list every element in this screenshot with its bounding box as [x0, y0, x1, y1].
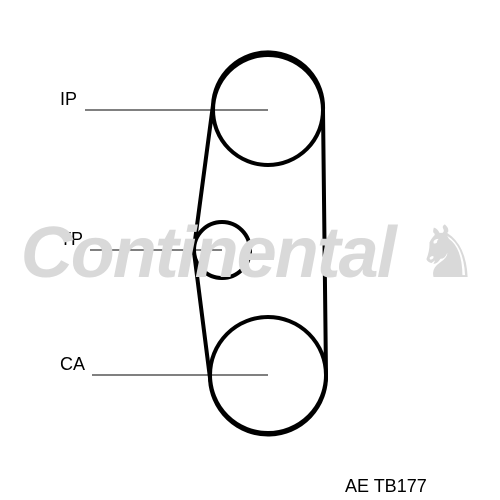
label-ca: CA: [60, 354, 85, 374]
label-tp: TP: [60, 229, 83, 249]
belt-diagram: IP TP CA: [0, 0, 500, 500]
label-ip: IP: [60, 89, 77, 109]
part-number-caption: AE TB177: [345, 476, 427, 497]
